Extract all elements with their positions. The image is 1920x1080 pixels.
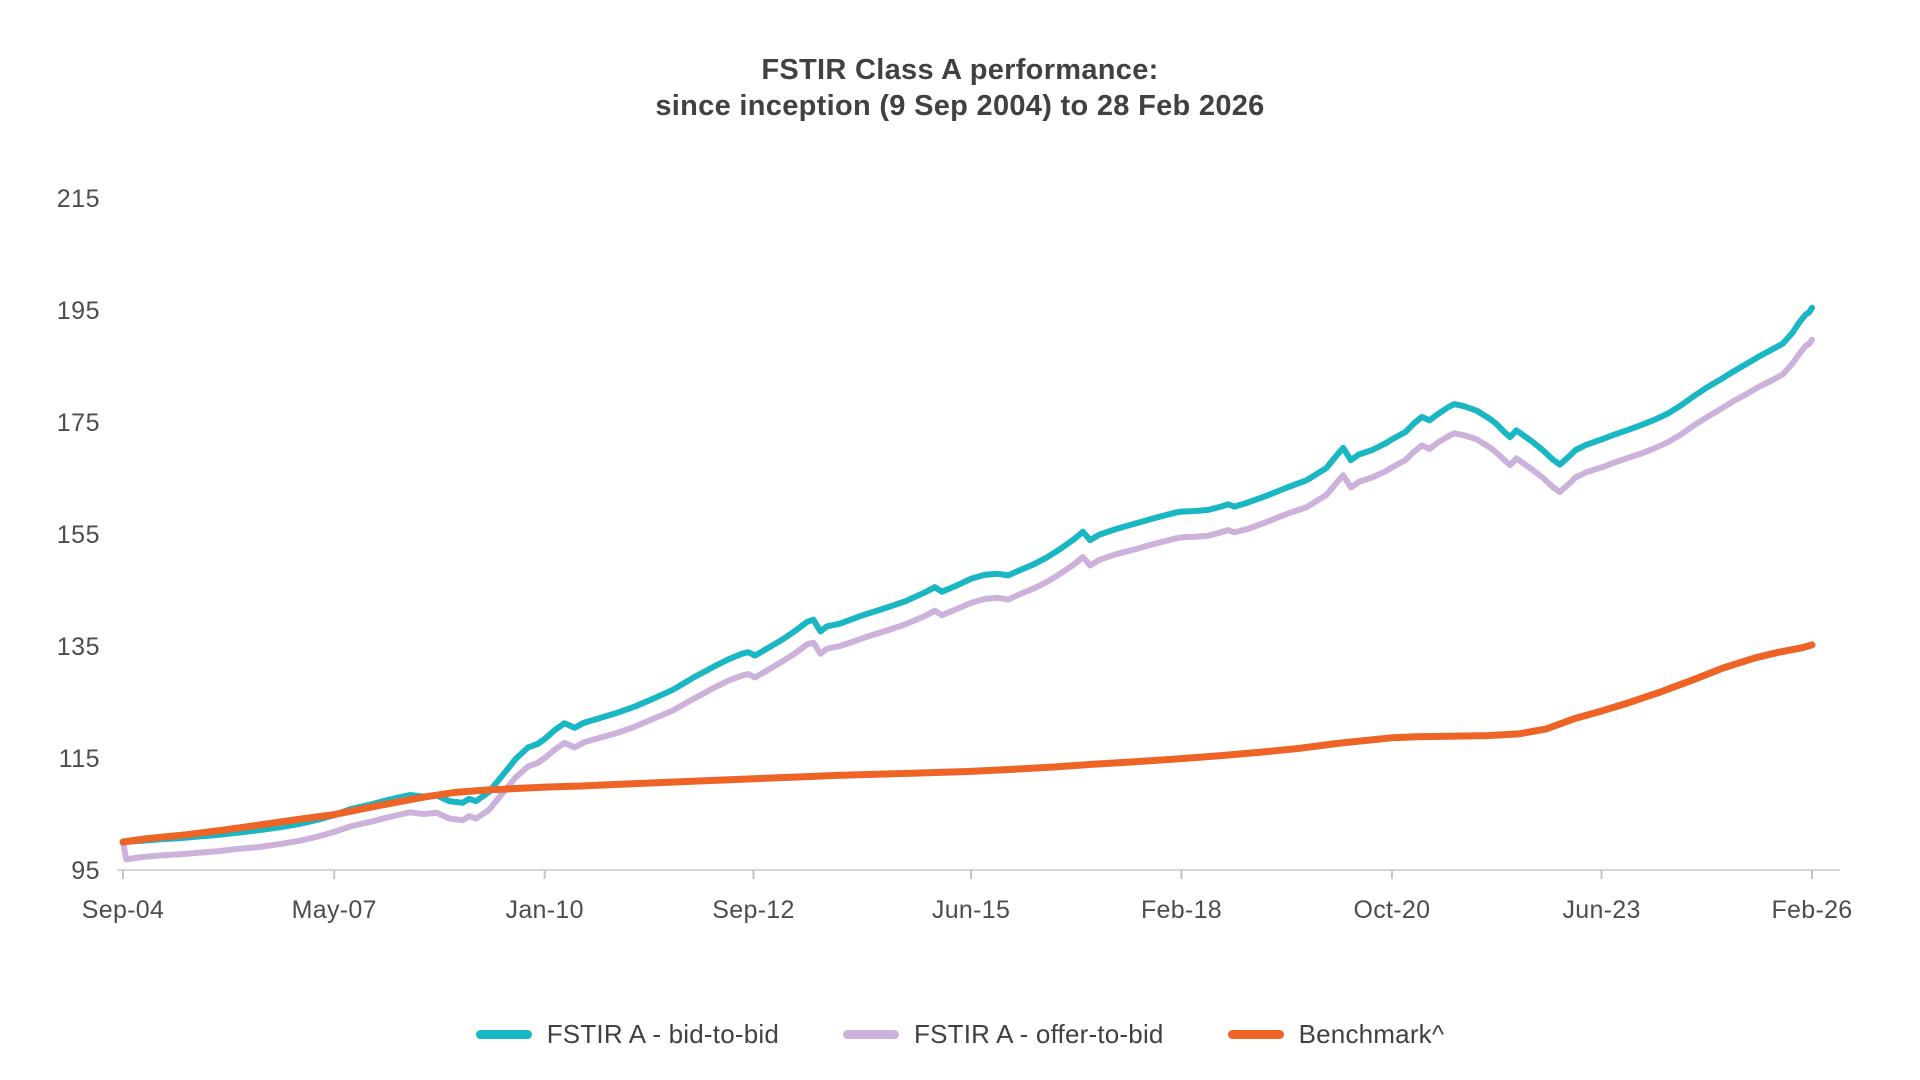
chart-title: FSTIR Class A performance: since incepti… bbox=[0, 52, 1920, 124]
y-axis-tick-label: 195 bbox=[57, 297, 100, 325]
y-axis-tick-label: 115 bbox=[59, 745, 100, 773]
series-line-0 bbox=[120, 304, 1815, 845]
x-axis-tick-label: Sep-12 bbox=[712, 896, 794, 924]
x-axis-tick-label: Jun-15 bbox=[932, 896, 1010, 924]
legend-swatch-offer-to-bid bbox=[843, 1029, 900, 1039]
y-axis-tick-label: 215 bbox=[57, 185, 100, 213]
legend-label-offer-to-bid: FSTIR A - offer-to-bid bbox=[914, 1018, 1164, 1049]
series-line-2 bbox=[119, 641, 1816, 846]
chart-title-line1: FSTIR Class A performance: bbox=[761, 54, 1159, 86]
chart-legend: FSTIR A - bid-to-bid FSTIR A - offer-to-… bbox=[0, 1012, 1920, 1056]
y-axis-tick-label: 155 bbox=[57, 521, 100, 549]
chart-title-line2: since inception (9 Sep 2004) to 28 Feb 2… bbox=[655, 90, 1265, 122]
x-axis-tick-label: Oct-20 bbox=[1354, 896, 1431, 924]
legend-label-benchmark: Benchmark^ bbox=[1298, 1018, 1445, 1049]
legend-swatch-benchmark bbox=[1227, 1029, 1284, 1039]
x-axis-tick-label: Jun-23 bbox=[1562, 896, 1640, 924]
y-axis-tick-label: 175 bbox=[57, 409, 100, 437]
legend-item-bid-to-bid: FSTIR A - bid-to-bid bbox=[475, 1018, 780, 1050]
x-axis-tick-label: Sep-04 bbox=[82, 896, 164, 924]
y-axis-tick-label: 135 bbox=[57, 633, 100, 661]
legend-item-benchmark: Benchmark^ bbox=[1227, 1018, 1445, 1050]
legend-item-offer-to-bid: FSTIR A - offer-to-bid bbox=[843, 1019, 1164, 1050]
x-axis-tick-label: May-07 bbox=[292, 896, 377, 924]
x-axis-tick-label: Feb-26 bbox=[1771, 896, 1852, 924]
x-axis-tick-label: Jan-10 bbox=[506, 896, 584, 924]
series-line-1 bbox=[120, 336, 1815, 863]
y-axis-tick-label: 95 bbox=[71, 857, 100, 885]
x-axis-tick-label: Feb-18 bbox=[1141, 896, 1222, 924]
legend-label-bid-to-bid: FSTIR A - bid-to-bid bbox=[546, 1018, 780, 1049]
legend-swatch-bid-to-bid bbox=[475, 1029, 532, 1039]
